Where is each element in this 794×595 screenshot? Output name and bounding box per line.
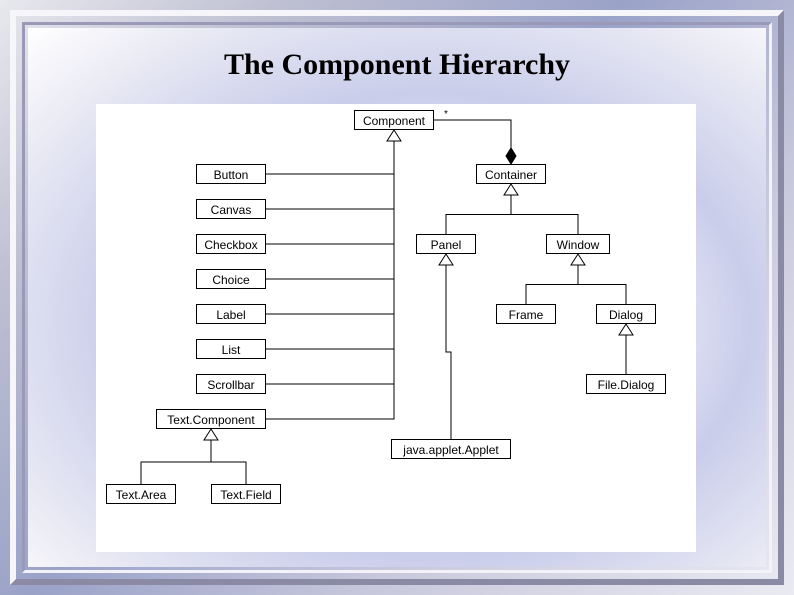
uml-class-component: Component — [354, 110, 434, 130]
uml-class-filedialog: File.Dialog — [586, 374, 666, 394]
uml-class-canvas: Canvas — [196, 199, 266, 219]
uml-class-scrollbar: Scrollbar — [196, 374, 266, 394]
uml-class-list: List — [196, 339, 266, 359]
uml-class-textarea: Text.Area — [106, 484, 176, 504]
uml-class-panel: Panel — [416, 234, 476, 254]
uml-class-checkbox: Checkbox — [196, 234, 266, 254]
uml-class-textfield: Text.Field — [211, 484, 281, 504]
uml-class-applet: java.applet.Applet — [391, 439, 511, 459]
multiplicity-star: * — [444, 109, 448, 120]
uml-diagram: Component Button Canvas Checkbox Choice Label… — [96, 104, 696, 552]
uml-class-button: Button — [196, 164, 266, 184]
uml-class-container: Container — [476, 164, 546, 184]
slide-frame: The Component Hierarchy ComponentButtonC… — [0, 0, 794, 595]
uml-class-dialog: Dialog — [596, 304, 656, 324]
uml-class-frame: Frame — [496, 304, 556, 324]
uml-class-choice: Choice — [196, 269, 266, 289]
uml-class-window: Window — [546, 234, 610, 254]
page-title: The Component Hierarchy — [0, 48, 794, 82]
uml-class-label: Label — [196, 304, 266, 324]
uml-class-textcomponent: Text.Component — [156, 409, 266, 429]
